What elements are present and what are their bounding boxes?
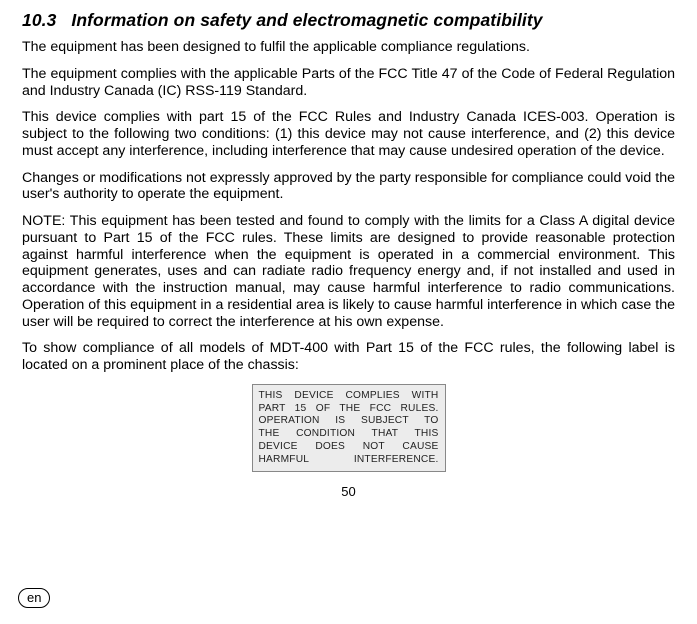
language-code: en: [27, 589, 41, 606]
compliance-label-line: DEVICE DOES NOT CAUSE: [259, 441, 439, 454]
compliance-label-line: OPERATION IS SUBJECT TO: [259, 415, 439, 428]
compliance-label-line: THE CONDITION THAT THIS: [259, 428, 439, 441]
language-pill: en: [18, 588, 50, 608]
paragraph: Changes or modifications not expressly a…: [22, 170, 675, 204]
compliance-label-box: THIS DEVICE COMPLIES WITH PART 15 OF THE…: [252, 384, 446, 473]
compliance-label-line: HARMFUL INTERFERENCE.: [259, 454, 439, 467]
document-page: 10.3 Information on safety and electroma…: [0, 0, 697, 624]
section-heading: 10.3 Information on safety and electroma…: [22, 10, 675, 31]
heading-title: Information on safety and electromagneti…: [71, 10, 542, 30]
paragraph: The equipment complies with the applicab…: [22, 66, 675, 100]
heading-number: 10.3: [22, 10, 56, 30]
page-number: 50: [22, 484, 675, 499]
paragraph: This device complies with part 15 of the…: [22, 109, 675, 159]
paragraph: NOTE: This equipment has been tested and…: [22, 213, 675, 330]
paragraph: To show compliance of all models of MDT-…: [22, 340, 675, 374]
compliance-label-text: THIS DEVICE COMPLIES WITH PART 15 OF THE…: [259, 390, 439, 467]
paragraph: The equipment has been designed to fulfi…: [22, 39, 675, 56]
compliance-label-line: PART 15 OF THE FCC RULES.: [259, 403, 439, 416]
compliance-label-line: THIS DEVICE COMPLIES WITH: [259, 390, 439, 403]
